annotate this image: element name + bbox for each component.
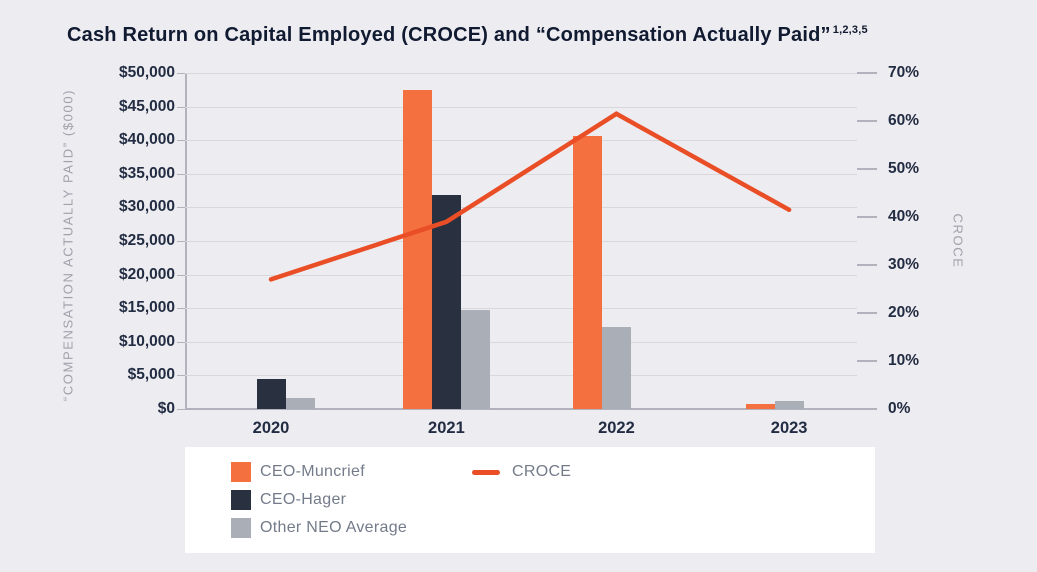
right-axis-tick-label: 30%: [888, 256, 920, 273]
right-axis-tick-label: 20%: [888, 304, 920, 321]
left-axis-tick-label: $20,000: [118, 265, 175, 283]
gridline: [185, 375, 857, 377]
left-axis-tick-label: $5,000: [127, 366, 175, 384]
left-axis-tick-label: $50,000: [118, 64, 175, 81]
right-axis-tick-label: 70%: [888, 64, 920, 81]
chart-title: Cash Return on Capital Employed (CROCE) …: [67, 24, 868, 47]
legend-line-swatch: [472, 469, 500, 475]
gridline: [185, 73, 857, 74]
right-axis-tick-label: 40%: [888, 208, 920, 225]
bar-ceo-muncrief-2023: [745, 403, 775, 409]
right-axis-tick: [857, 360, 877, 362]
plot-area: [177, 72, 877, 410]
legend-color-swatch: [231, 518, 251, 538]
gridline: [185, 274, 857, 276]
right-axis-tick-label: 10%: [888, 352, 920, 369]
bar-ceo-hager-2021: [431, 195, 461, 409]
left-axis-tick: [177, 341, 185, 343]
x-axis-label-2023: 2023: [770, 419, 808, 437]
right-axis-tick: [857, 408, 877, 410]
right-axis-title: CROCE: [950, 213, 966, 269]
legend-item-croce: CROCE: [472, 462, 571, 482]
gridline: [185, 241, 857, 242]
legend-color-swatch: [231, 490, 251, 510]
right-axis-tick: [857, 120, 877, 122]
left-axis-tick-label: $40,000: [118, 131, 175, 149]
left-axis-tick: [177, 409, 185, 410]
bar-other-neo-average-2020: [285, 397, 315, 409]
left-axis-tick-label: $15,000: [118, 299, 175, 317]
legend-label: Other NEO Average: [260, 519, 408, 536]
left-axis-tick: [177, 73, 185, 74]
gridline: [185, 140, 857, 142]
left-axis-tick-label: $0: [157, 400, 175, 417]
legend-line-series-column: CROCE: [472, 462, 571, 482]
legend-label: CROCE: [512, 463, 572, 480]
left-axis-title: “COMPENSATION ACTUALLY PAID” ($000): [60, 88, 76, 402]
legend-label: CEO-Muncrief: [260, 463, 365, 480]
left-axis-tick: [177, 308, 185, 310]
gridline: [185, 106, 857, 108]
chart-title-footnote-refs: 1,2,3,5: [832, 24, 868, 37]
right-axis-tick: [857, 312, 877, 314]
bar-ceo-hager-2020: [256, 378, 286, 409]
legend-item-other-neo-average: Other NEO Average: [231, 518, 407, 538]
bar-other-neo-average-2022: [601, 327, 631, 409]
left-axis-tick: [177, 274, 185, 276]
right-axis-tick-label: 60%: [888, 112, 920, 129]
x-axis-label-2022: 2022: [598, 419, 635, 437]
left-axis-tick-label: $30,000: [118, 198, 175, 216]
right-axis-tick: [857, 168, 877, 170]
bar-ceo-muncrief-2022: [572, 136, 602, 409]
right-axis-tick: [857, 216, 877, 218]
croce-line: [268, 111, 792, 282]
left-axis-tick-label: $10,000: [118, 332, 175, 350]
legend-bar-series-column: CEO-Muncrief CEO-Hager Other NEO Average: [231, 462, 407, 538]
left-axis-tick: [177, 173, 185, 175]
right-axis-tick: [857, 72, 877, 74]
right-axis-tick-label: 0%: [888, 400, 911, 417]
x-axis-label-2021: 2021: [428, 419, 465, 437]
left-axis-tick-label: $25,000: [118, 232, 175, 249]
legend-item-ceo-hager: CEO-Hager: [231, 490, 407, 510]
right-axis-tick: [857, 264, 877, 266]
bar-ceo-muncrief-2021: [402, 89, 432, 409]
left-axis-tick: [177, 140, 185, 142]
left-axis-tick: [177, 375, 185, 377]
x-axis-baseline: [185, 408, 877, 410]
left-axis-tick: [177, 207, 185, 209]
left-axis-tick: [177, 241, 185, 242]
legend-item-ceo-muncrief: CEO-Muncrief: [231, 462, 407, 482]
gridline: [185, 207, 857, 209]
bar-other-neo-average-2023: [774, 401, 804, 409]
legend: CEO-Muncrief CEO-Hager Other NEO Average C…: [185, 447, 875, 553]
gridline: [185, 341, 857, 343]
chart-title-text: Cash Return on Capital Employed (CROCE) …: [67, 24, 831, 46]
legend-color-swatch: [231, 462, 251, 482]
bar-other-neo-average-2021: [460, 309, 490, 409]
legend-label: CEO-Hager: [260, 491, 347, 508]
left-axis-tick-label: $35,000: [118, 164, 175, 182]
x-axis-label-2020: 2020: [252, 419, 290, 437]
gridline: [185, 308, 857, 310]
right-axis-tick-label: 50%: [888, 160, 920, 177]
left-axis-tick: [177, 106, 185, 108]
left-axis-tick-label: $45,000: [118, 97, 175, 115]
